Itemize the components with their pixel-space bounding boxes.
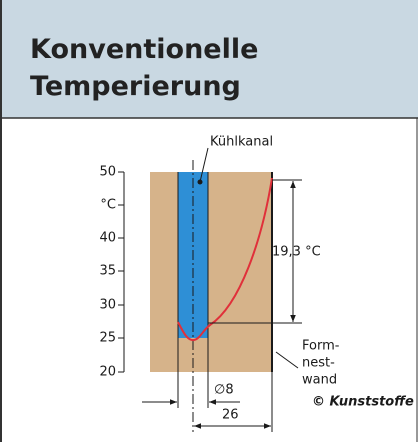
axis-label: 35 <box>99 264 116 279</box>
axis-label: 20 <box>99 365 116 380</box>
channel-label: Kühlkanal <box>210 135 273 150</box>
axis: 50 °C 40 35 30 25 20 <box>99 165 116 380</box>
axis-label: °C <box>100 198 116 213</box>
leader <box>199 147 209 183</box>
title-line: Temperierung <box>30 71 241 102</box>
axis-label: 40 <box>99 231 116 246</box>
diameter-label: ∅8 <box>214 383 234 398</box>
title-line: Konventionelle <box>30 34 258 65</box>
difference-label: 19,3 °C <box>272 245 321 260</box>
axis-label: 30 <box>99 298 116 313</box>
wall-label: nest- <box>302 356 335 371</box>
distance-label: 26 <box>222 408 239 423</box>
mold-block <box>150 172 272 372</box>
wall-label: Form- <box>302 339 340 354</box>
axis-label: 25 <box>99 331 116 346</box>
axis-label: 50 <box>99 165 116 180</box>
credit: © Kunststoffe <box>312 395 414 410</box>
axis-ticks <box>118 171 125 373</box>
leader <box>275 351 299 369</box>
wall-label: wand <box>302 373 337 388</box>
header-bg <box>0 0 418 118</box>
temperature-curve <box>177 177 273 342</box>
